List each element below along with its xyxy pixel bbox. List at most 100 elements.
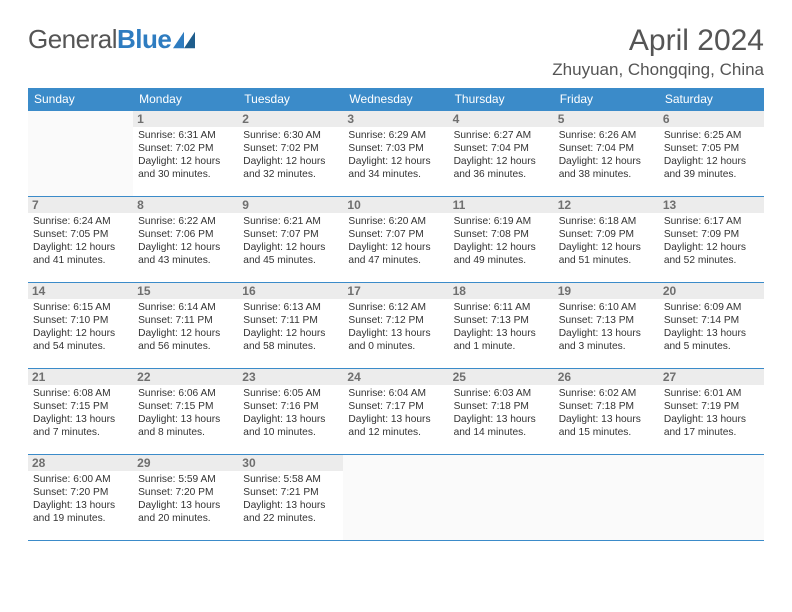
day-info-line: and 1 minute.: [454, 340, 549, 353]
col-saturday: Saturday: [659, 88, 764, 111]
day-number: 2: [238, 111, 343, 127]
day-info-line: Sunrise: 6:09 AM: [664, 301, 759, 314]
day-info-line: Sunrise: 6:20 AM: [348, 215, 443, 228]
day-number: 13: [659, 197, 764, 213]
day-info-line: Sunset: 7:16 PM: [243, 400, 338, 413]
day-number: 5: [554, 111, 659, 127]
day-info-line: and 8 minutes.: [138, 426, 233, 439]
day-number: 23: [238, 369, 343, 385]
day-info: Sunrise: 6:18 AMSunset: 7:09 PMDaylight:…: [559, 215, 654, 267]
day-info: Sunrise: 6:10 AMSunset: 7:13 PMDaylight:…: [559, 301, 654, 353]
day-number: 15: [133, 283, 238, 299]
day-number: 19: [554, 283, 659, 299]
day-info-line: Sunset: 7:13 PM: [559, 314, 654, 327]
day-number: 4: [449, 111, 554, 127]
day-info: Sunrise: 6:27 AMSunset: 7:04 PMDaylight:…: [454, 129, 549, 181]
day-header-row: Sunday Monday Tuesday Wednesday Thursday…: [28, 88, 764, 111]
day-info-line: Sunset: 7:20 PM: [33, 486, 128, 499]
col-monday: Monday: [133, 88, 238, 111]
day-info-line: Sunset: 7:02 PM: [138, 142, 233, 155]
day-number: 30: [238, 455, 343, 471]
day-number: 3: [343, 111, 448, 127]
day-info-line: Sunset: 7:05 PM: [664, 142, 759, 155]
day-info-line: and 52 minutes.: [664, 254, 759, 267]
day-info-line: Sunrise: 6:11 AM: [454, 301, 549, 314]
day-info-line: Sunset: 7:12 PM: [348, 314, 443, 327]
day-cell: 2Sunrise: 6:30 AMSunset: 7:02 PMDaylight…: [238, 111, 343, 197]
day-cell: 23 Sunrise: 6:05 AMSunset: 7:16 PMDayligh…: [238, 369, 343, 455]
day-info-line: Daylight: 12 hours: [559, 155, 654, 168]
day-info-line: Sunset: 7:19 PM: [664, 400, 759, 413]
day-info-line: Sunrise: 6:04 AM: [348, 387, 443, 400]
day-cell: 18Sunrise: 6:11 AMSunset: 7:13 PMDayligh…: [449, 283, 554, 369]
day-cell: 8 Sunrise: 6:22 AMSunset: 7:06 PMDaylight…: [133, 197, 238, 283]
day-cell: 11 Sunrise: 6:19 AMSunset: 7:08 PMDayligh…: [449, 197, 554, 283]
day-info-line: Daylight: 12 hours: [454, 241, 549, 254]
day-info-line: Sunset: 7:02 PM: [243, 142, 338, 155]
day-info-line: Daylight: 12 hours: [348, 155, 443, 168]
day-cell: 27Sunrise: 6:01 AMSunset: 7:19 PMDayligh…: [659, 369, 764, 455]
day-cell: 7Sunrise: 6:24 AMSunset: 7:05 PMDaylight…: [28, 197, 133, 283]
day-cell: 30 Sunrise: 5:58 AMSunset: 7:21 PMDayligh…: [238, 455, 343, 541]
day-number: 14: [28, 283, 133, 299]
day-cell: 21Sunrise: 6:08 AMSunset: 7:15 PMDayligh…: [28, 369, 133, 455]
day-info: Sunrise: 6:22 AMSunset: 7:06 PMDaylight:…: [138, 215, 233, 267]
day-info-line: Sunset: 7:11 PM: [243, 314, 338, 327]
title-block: April 2024 Zhuyuan, Chongqing, China: [552, 24, 764, 80]
day-cell: 12Sunrise: 6:18 AMSunset: 7:09 PMDayligh…: [554, 197, 659, 283]
day-number: 11: [449, 197, 554, 213]
day-info-line: Daylight: 12 hours: [664, 241, 759, 254]
logo-text: GeneralBlue: [28, 24, 171, 55]
day-number: 1: [133, 111, 238, 127]
logo-blue: Blue: [117, 24, 171, 54]
day-info-line: and 0 minutes.: [348, 340, 443, 353]
day-info-line: Sunset: 7:03 PM: [348, 142, 443, 155]
day-number: 16: [238, 283, 343, 299]
day-cell: 19 Sunrise: 6:10 AMSunset: 7:13 PMDayligh…: [554, 283, 659, 369]
day-cell: 14Sunrise: 6:15 AMSunset: 7:10 PMDayligh…: [28, 283, 133, 369]
header: GeneralBlue April 2024 Zhuyuan, Chongqin…: [28, 24, 764, 80]
day-cell: 25Sunrise: 6:03 AMSunset: 7:18 PMDayligh…: [449, 369, 554, 455]
day-info-line: and 41 minutes.: [33, 254, 128, 267]
day-info-line: Sunset: 7:09 PM: [664, 228, 759, 241]
day-number: 24: [343, 369, 448, 385]
logo-triangle-icon: [173, 31, 195, 49]
day-number: 8: [133, 197, 238, 213]
day-info-line: Daylight: 13 hours: [33, 499, 128, 512]
day-cell: 22Sunrise: 6:06 AMSunset: 7:15 PMDayligh…: [133, 369, 238, 455]
day-info-line: Daylight: 13 hours: [33, 413, 128, 426]
day-info-line: and 14 minutes.: [454, 426, 549, 439]
logo: GeneralBlue: [28, 24, 195, 55]
day-info-line: Daylight: 13 hours: [559, 413, 654, 426]
col-friday: Friday: [554, 88, 659, 111]
day-info: Sunrise: 6:19 AMSunset: 7:08 PMDaylight:…: [454, 215, 549, 267]
day-info-line: Daylight: 13 hours: [243, 499, 338, 512]
day-info: Sunrise: 5:58 AMSunset: 7:21 PMDaylight:…: [243, 473, 338, 525]
day-info: Sunrise: 6:11 AMSunset: 7:13 PMDaylight:…: [454, 301, 549, 353]
day-info-line: Sunrise: 6:22 AM: [138, 215, 233, 228]
day-info-line: Sunrise: 6:29 AM: [348, 129, 443, 142]
day-info-line: Sunrise: 6:14 AM: [138, 301, 233, 314]
day-cell: 6Sunrise: 6:25 AMSunset: 7:05 PMDaylight…: [659, 111, 764, 197]
week-row: 14Sunrise: 6:15 AMSunset: 7:10 PMDayligh…: [28, 283, 764, 369]
day-number: 7: [28, 197, 133, 213]
day-info-line: Sunset: 7:07 PM: [243, 228, 338, 241]
page-title: April 2024: [552, 24, 764, 58]
day-info-line: Sunrise: 6:13 AM: [243, 301, 338, 314]
day-info-line: Daylight: 12 hours: [138, 327, 233, 340]
day-info: Sunrise: 6:05 AMSunset: 7:16 PMDaylight:…: [243, 387, 338, 439]
logo-general: General: [28, 24, 117, 54]
day-cell: 13Sunrise: 6:17 AMSunset: 7:09 PMDayligh…: [659, 197, 764, 283]
day-info-line: Daylight: 12 hours: [138, 241, 233, 254]
day-number: 20: [659, 283, 764, 299]
day-info-line: Sunrise: 6:10 AM: [559, 301, 654, 314]
day-info-line: Sunset: 7:06 PM: [138, 228, 233, 241]
day-cell: 28 Sunrise: 6:00 AMSunset: 7:20 PMDayligh…: [28, 455, 133, 541]
day-info-line: Daylight: 12 hours: [664, 155, 759, 168]
day-info: Sunrise: 6:06 AMSunset: 7:15 PMDaylight:…: [138, 387, 233, 439]
day-number: 6: [659, 111, 764, 127]
day-info-line: Sunrise: 6:00 AM: [33, 473, 128, 486]
day-number: 28: [28, 455, 133, 471]
day-cell: 16Sunrise: 6:13 AMSunset: 7:11 PMDayligh…: [238, 283, 343, 369]
day-info-line: Sunset: 7:07 PM: [348, 228, 443, 241]
